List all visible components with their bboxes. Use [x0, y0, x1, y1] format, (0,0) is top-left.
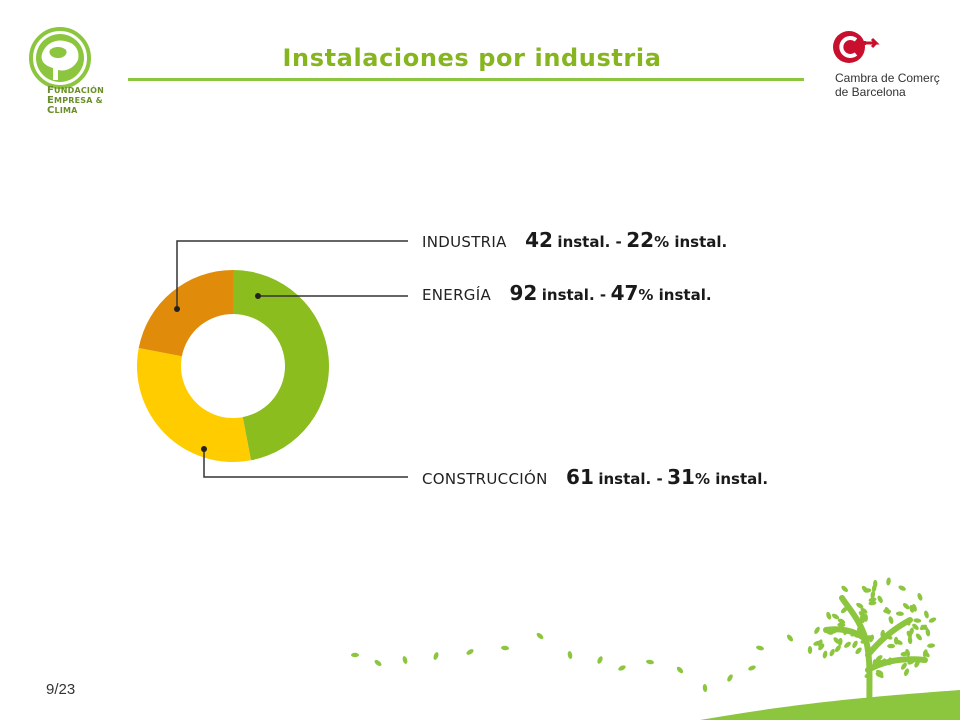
label-energia-category: ENERGÍA: [422, 286, 492, 304]
label-construccion: CONSTRUCCIÓN 61 instal. - 31% instal.: [422, 465, 768, 489]
ccb-logo-icon: [833, 31, 880, 63]
fundacion-logo-text: FUNDACIÓN EMPRESA & CLIMA: [47, 85, 104, 116]
leader-dot-energia: [255, 293, 261, 299]
page-title: Instalaciones por industria: [282, 44, 662, 72]
label-industria-category: INDUSTRIA: [422, 233, 507, 251]
leader-line-industria: [176, 240, 408, 309]
label-construccion-pct-suffix: % instal.: [694, 470, 769, 488]
leader-lines: [174, 240, 408, 478]
label-energia-unit: instal. -: [541, 286, 607, 304]
label-construccion-pct: 31: [667, 465, 695, 489]
label-industria-count: 42: [525, 228, 553, 252]
label-energia: ENERGÍA 92 instal. - 47% instal.: [422, 281, 712, 305]
donut-slice-energia: [233, 270, 330, 461]
donut-slice-industria: [138, 270, 233, 357]
leader-line-construccion: [203, 449, 408, 478]
fundacion-logo-icon: [29, 27, 91, 89]
label-industria-pct: 22: [626, 228, 655, 252]
label-industria-pct-suffix: % instal.: [654, 233, 728, 251]
label-energia-pct-suffix: % instal.: [638, 286, 712, 304]
label-construccion-count: 61: [566, 465, 594, 489]
ccb-logo-text: Cambra de Comerç de Barcelona: [835, 71, 940, 99]
leader-dot-construccion: [201, 446, 207, 452]
label-energia-pct: 47: [610, 281, 639, 305]
page-number: 9/23: [46, 681, 76, 698]
donut-slice-construccion: [136, 348, 251, 463]
label-energia-count: 92: [509, 281, 538, 305]
title-underline: [128, 78, 804, 81]
label-construccion-category: CONSTRUCCIÓN: [422, 470, 548, 488]
label-industria: INDUSTRIA 42 instal. - 22% instal.: [422, 228, 727, 252]
label-industria-unit: instal. -: [557, 233, 622, 251]
leader-dot-industria: [174, 306, 180, 312]
label-construccion-unit: instal. -: [598, 470, 663, 488]
donut-slices: [136, 270, 330, 463]
